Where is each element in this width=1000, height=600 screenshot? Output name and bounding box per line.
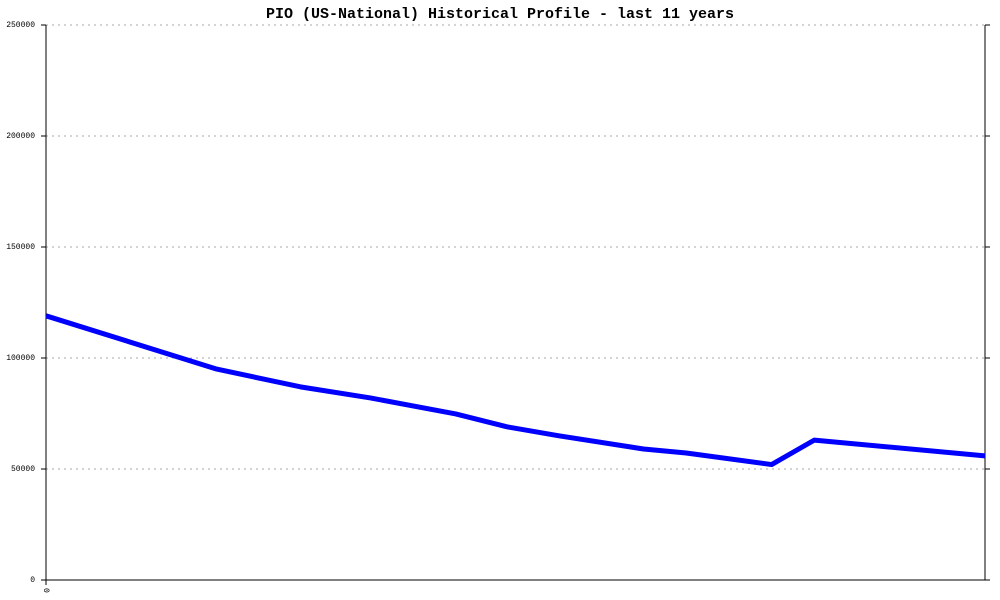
y-tick-label: 150000: [6, 243, 35, 252]
data-line: [45, 313, 986, 468]
y-tick-label: 100000: [6, 354, 35, 363]
x-tick-label: 0: [41, 588, 50, 593]
y-tick-label: 50000: [11, 465, 35, 474]
y-tick-label: 250000: [6, 21, 35, 30]
y-tick-label: 200000: [6, 132, 35, 141]
chart-title: PIO (US-National) Historical Profile - l…: [266, 6, 734, 23]
y-tick-label: 0: [30, 576, 35, 585]
